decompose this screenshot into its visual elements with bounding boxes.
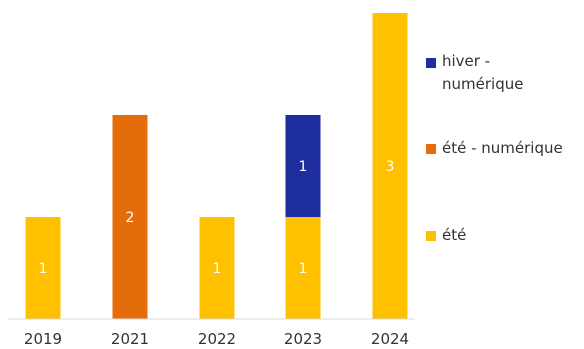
bar-2022-series-0 — [199, 217, 235, 319]
bars-layer — [25, 13, 408, 319]
legend-swatch-0 — [426, 58, 436, 68]
legend-label-1: été - numérique — [442, 139, 563, 157]
bar-2021-series-1 — [112, 115, 148, 319]
legend-label-0-line-0: hiver - — [442, 52, 490, 70]
legend-swatch-1 — [426, 144, 436, 154]
x-tick-label-2019: 2019 — [24, 330, 62, 348]
bar-2023-series-0 — [285, 217, 321, 319]
bar-2019-series-0 — [25, 217, 61, 319]
data-label-2021-series-1: 2 — [126, 210, 135, 226]
bar-2024-series-0 — [372, 13, 408, 319]
data-label-2019-series-0: 1 — [39, 261, 48, 277]
x-tick-label-2022: 2022 — [198, 330, 236, 348]
x-tick-labels: 2019 2021 2022 2023 2024 — [24, 330, 409, 348]
x-tick-label-2023: 2023 — [284, 330, 322, 348]
legend-label-0-line-1: numérique — [442, 75, 523, 93]
data-label-2022-series-0: 1 — [213, 261, 222, 277]
legend: hiver - numérique été - numérique été — [426, 52, 563, 244]
data-labels-layer: 1 2 1 1 1 3 — [39, 159, 395, 277]
bar-2023-series-2 — [285, 115, 321, 217]
x-tick-label-2024: 2024 — [371, 330, 409, 348]
data-label-2024-series-0: 3 — [386, 159, 395, 175]
data-label-2023-series-0: 1 — [299, 261, 308, 277]
legend-label-2: été — [442, 226, 466, 244]
data-label-2023-series-2: 1 — [299, 159, 308, 175]
x-tick-label-2021: 2021 — [111, 330, 149, 348]
legend-swatch-2 — [426, 231, 436, 241]
